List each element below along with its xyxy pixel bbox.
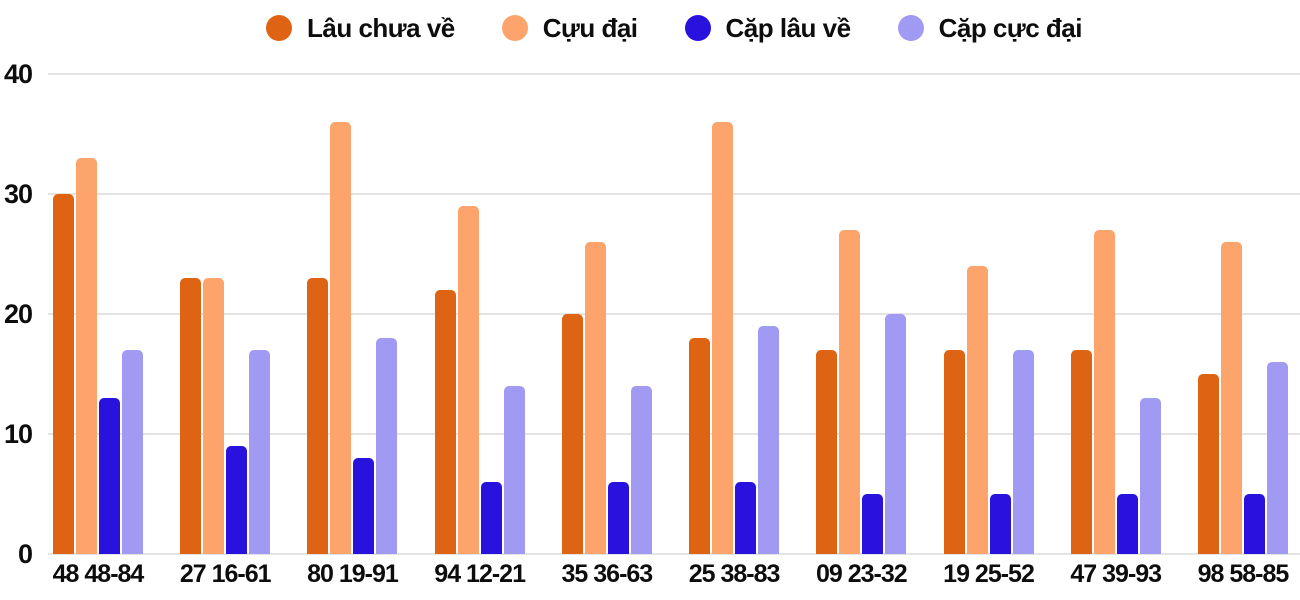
- bar: [480, 482, 502, 554]
- gridline-40: [48, 73, 1300, 75]
- bar-group-9: 98 58-85: [1197, 74, 1289, 594]
- bar-group-8: 47 39-93: [1070, 74, 1162, 594]
- bar: [249, 350, 271, 554]
- gridline-10: [48, 433, 1300, 435]
- x-tick-label: 25 38-83: [688, 559, 781, 588]
- bar: [1012, 350, 1034, 554]
- bars: [179, 74, 271, 554]
- bar: [307, 278, 329, 554]
- bars: [815, 74, 907, 554]
- bar: [203, 278, 225, 554]
- bar: [1093, 230, 1115, 554]
- bar: [1220, 242, 1242, 554]
- bar: [180, 278, 202, 554]
- bar-group-5: 25 38-83: [688, 74, 780, 594]
- gridline-30: [48, 193, 1300, 195]
- y-tick-label: 10: [3, 419, 33, 449]
- bars: [561, 74, 653, 554]
- bar-group-2: 80 19-91: [306, 74, 399, 594]
- bar: [434, 290, 456, 554]
- y-tick-label: 20: [3, 299, 33, 329]
- legend-dot-icon: [266, 15, 293, 41]
- bar-group-4: 35 36-63: [561, 74, 653, 594]
- bar-groups: 48 48-84 27 16-61 80 19-91 94 12-21 35 36-63…: [52, 74, 1289, 594]
- bar: [330, 122, 352, 554]
- bars: [52, 74, 144, 554]
- bar: [353, 458, 375, 554]
- bars: [1070, 74, 1162, 554]
- bar: [584, 242, 606, 554]
- bar: [122, 350, 143, 554]
- legend-dot-icon: [684, 15, 711, 41]
- bar-group-7: 19 25-52: [943, 74, 1035, 594]
- bar: [862, 494, 884, 554]
- bar: [689, 338, 711, 554]
- x-tick-label: 09 23-32: [815, 559, 908, 588]
- x-tick-label: 27 16-61: [179, 559, 272, 588]
- bar: [1070, 350, 1092, 554]
- bar: [966, 266, 988, 554]
- bar: [53, 194, 74, 554]
- bar: [712, 122, 734, 554]
- bar: [885, 314, 907, 554]
- bar: [1243, 494, 1265, 554]
- bar: [561, 314, 583, 554]
- bar: [735, 482, 757, 554]
- bar-group-6: 09 23-32: [815, 74, 908, 594]
- bars: [943, 74, 1035, 554]
- x-tick-label: 98 58-85: [1197, 559, 1290, 588]
- bar: [607, 482, 629, 554]
- legend-label: Cựu đại: [542, 12, 638, 43]
- y-tick-label: 40: [3, 59, 33, 89]
- bar: [503, 386, 525, 554]
- legend-item-2: Cặp lâu về: [684, 12, 852, 44]
- y-tick-label: 30: [3, 179, 33, 209]
- gridline-0: [48, 553, 1300, 555]
- x-tick-label: 47 39-93: [1070, 559, 1162, 588]
- legend-dot-icon: [501, 15, 528, 41]
- bar: [457, 206, 479, 554]
- bar-group-3: 94 12-21: [434, 74, 526, 594]
- legend-item-0: Lâu chưa về: [266, 13, 455, 44]
- legend: Lâu chưa về Cựu đại Cặp lâu về Cặp cực đại: [48, 6, 1300, 50]
- bar: [76, 158, 97, 554]
- bars: [306, 74, 398, 554]
- bar: [630, 386, 652, 554]
- legend-dot-icon: [897, 15, 924, 41]
- bar: [989, 494, 1011, 554]
- bars: [1197, 74, 1289, 554]
- bar: [1266, 362, 1288, 554]
- bar: [226, 446, 248, 554]
- x-tick-label: 19 25-52: [943, 559, 1035, 588]
- bar-group-0: 48 48-84: [52, 74, 144, 594]
- gridline-20: [48, 313, 1300, 315]
- x-tick-label: 80 19-91: [307, 559, 399, 588]
- bars: [688, 74, 780, 554]
- bar: [758, 326, 780, 554]
- bar: [376, 338, 398, 554]
- bar: [1197, 374, 1219, 554]
- x-tick-label: 94 12-21: [434, 559, 526, 588]
- legend-label: Lâu chưa về: [307, 12, 455, 43]
- legend-item-1: Cựu đại: [501, 12, 638, 44]
- bar: [1116, 494, 1138, 554]
- bar: [943, 350, 965, 554]
- bar: [99, 398, 120, 554]
- bar: [839, 230, 861, 554]
- bar: [1139, 398, 1161, 554]
- x-tick-label: 35 36-63: [561, 559, 654, 588]
- legend-item-3: Cặp cực đại: [897, 12, 1083, 44]
- bars: [434, 74, 526, 554]
- legend-label: Cặp cực đại: [938, 12, 1083, 43]
- bar-group-1: 27 16-61: [179, 74, 272, 594]
- y-tick-label: 0: [17, 539, 33, 569]
- legend-label: Cặp lâu về: [725, 12, 852, 43]
- x-tick-label: 48 48-84: [52, 559, 145, 588]
- bar: [816, 350, 838, 554]
